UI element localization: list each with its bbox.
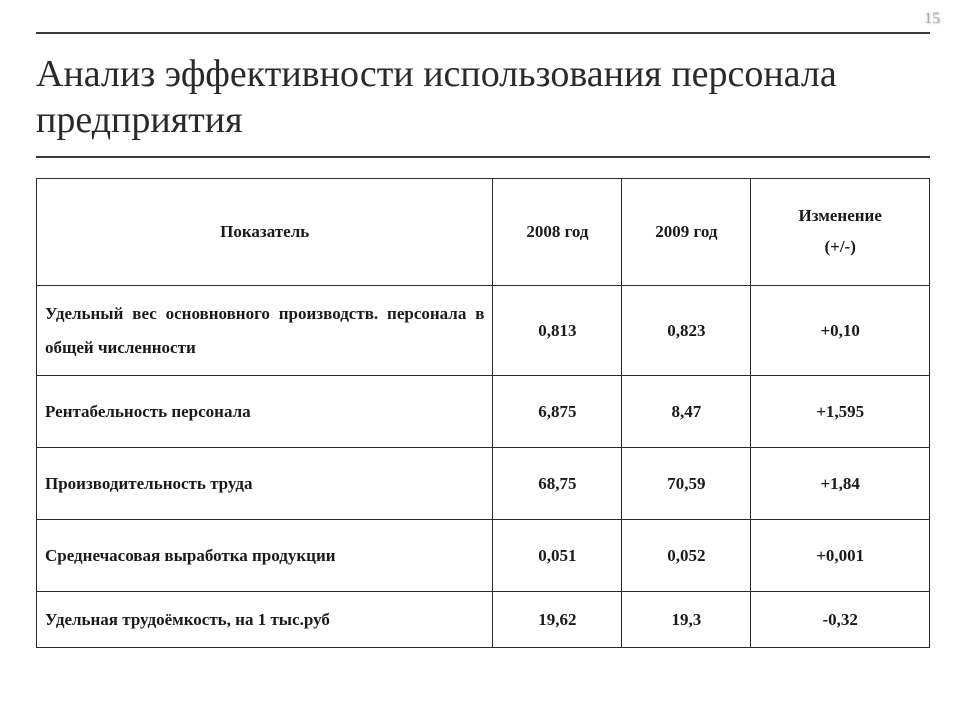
table-row: Среднечасовая выработка продукции 0,051 … [37,520,930,592]
table-row: Производительность труда 68,75 70,59 +1,… [37,448,930,520]
cell-year2: 8,47 [622,376,751,448]
table-row: Удельный вес основновного производств. п… [37,286,930,376]
cell-year2: 70,59 [622,448,751,520]
header-year2: 2009 год [622,179,751,286]
efficiency-table: Показатель 2008 год 2009 год Изменение (… [36,178,930,648]
header-change: Изменение (+/-) [751,179,930,286]
cell-change: -0,32 [751,592,930,648]
cell-indicator: Удельный вес основновного производств. п… [37,286,493,376]
cell-change: +1,595 [751,376,930,448]
cell-year2: 0,052 [622,520,751,592]
cell-indicator: Среднечасовая выработка продукции [37,520,493,592]
cell-year1: 6,875 [493,376,622,448]
header-change-line2: (+/-) [824,237,855,256]
table-header-row: Показатель 2008 год 2009 год Изменение (… [37,179,930,286]
header-rule-bottom [36,156,930,158]
cell-year1: 0,813 [493,286,622,376]
cell-change: +1,84 [751,448,930,520]
cell-indicator: Производительность труда [37,448,493,520]
cell-year1: 0,051 [493,520,622,592]
cell-indicator: Рентабельность персонала [37,376,493,448]
header-rule-top [36,32,930,34]
table-row: Удельная трудоёмкость, на 1 тыс.руб 19,6… [37,592,930,648]
cell-year2: 0,823 [622,286,751,376]
header-indicator: Показатель [37,179,493,286]
table-row: Рентабельность персонала 6,875 8,47 +1,5… [37,376,930,448]
cell-change: +0,001 [751,520,930,592]
cell-year1: 19,62 [493,592,622,648]
header-change-line1: Изменение [798,206,881,225]
cell-indicator: Удельная трудоёмкость, на 1 тыс.руб [37,592,493,648]
page-number: 15 [924,10,940,28]
header-year1: 2008 год [493,179,622,286]
cell-change: +0,10 [751,286,930,376]
cell-year2: 19,3 [622,592,751,648]
page-title: Анализ эффективности использования персо… [36,52,930,143]
indicator-text: Удельный вес основновного производств. п… [45,297,484,365]
cell-year1: 68,75 [493,448,622,520]
